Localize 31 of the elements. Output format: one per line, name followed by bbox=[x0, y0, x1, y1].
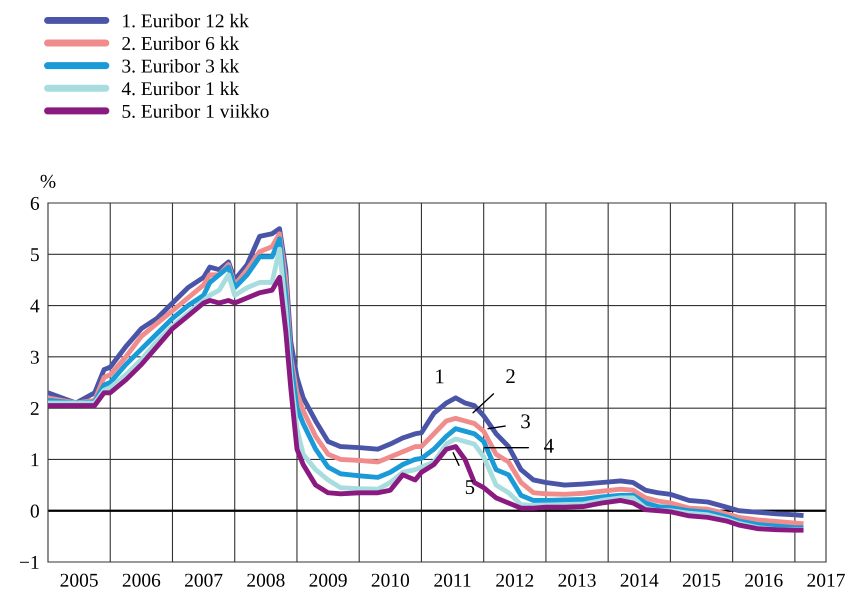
y-axis-title: % bbox=[40, 174, 56, 188]
x-tick-label: 2014 bbox=[620, 574, 658, 587]
y-tick-label: 1 bbox=[32, 453, 38, 466]
legend-label: 5. Euribor 1 viikko bbox=[122, 104, 269, 118]
x-tick-label: 2007 bbox=[185, 574, 222, 587]
x-tick-label: 2016 bbox=[745, 574, 783, 587]
x-tick-label: 2017 bbox=[807, 574, 845, 587]
x-tick-label: 2015 bbox=[682, 574, 720, 587]
legend-label: 2. Euribor 6 kk bbox=[122, 36, 240, 50]
legend-label: 1. Euribor 12 kk bbox=[123, 14, 249, 28]
y-tick-label: 6 bbox=[30, 196, 40, 210]
x-tick-label: 2012 bbox=[496, 574, 534, 587]
x-tick-label: 2010 bbox=[372, 574, 410, 587]
y-tick-label: 5 bbox=[31, 248, 39, 262]
y-tick-label: 4 bbox=[30, 300, 40, 312]
x-tick-label: 2006 bbox=[122, 574, 160, 587]
y-tick-label: 2 bbox=[30, 402, 39, 415]
legend-label: 4. Euribor 1 kk bbox=[122, 82, 240, 96]
annotation: 2 bbox=[506, 369, 515, 384]
y-tick-label: 3 bbox=[30, 350, 39, 364]
annotation: 5 bbox=[466, 480, 474, 494]
x-tick-label: 2005 bbox=[60, 574, 98, 587]
x-tick-label: 2011 bbox=[434, 574, 470, 587]
x-tick-label: 2009 bbox=[309, 574, 347, 587]
y-tick-label: −1 bbox=[20, 556, 38, 569]
x-tick-label: 2013 bbox=[558, 574, 596, 587]
annotation: 3 bbox=[521, 414, 530, 428]
annotation: 1 bbox=[436, 369, 444, 384]
legend-label: 3. Euribor 3 kk bbox=[122, 58, 240, 73]
y-tick-label: 0 bbox=[30, 504, 39, 518]
x-tick-label: 2008 bbox=[247, 574, 285, 587]
